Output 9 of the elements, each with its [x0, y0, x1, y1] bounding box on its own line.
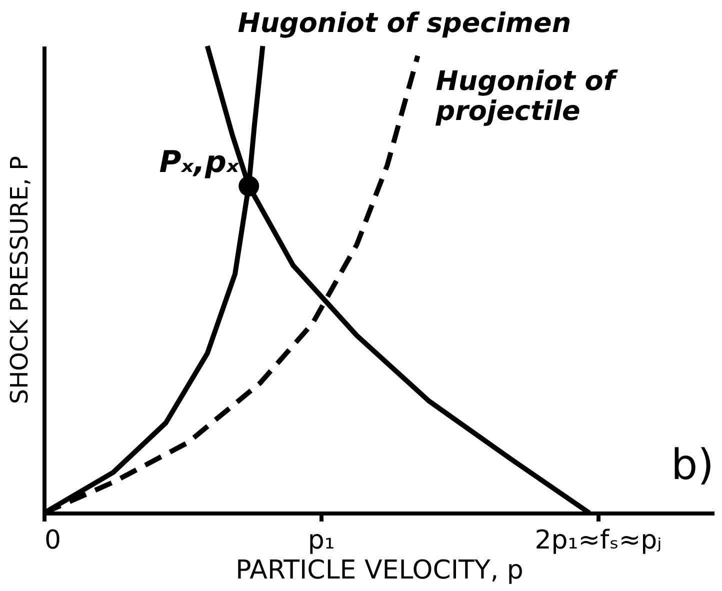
- x-tick-label: p₁: [308, 526, 335, 556]
- x-axis-title: PARTICLE VELOCITY, p: [236, 556, 524, 586]
- x-tick-label: 0: [44, 526, 62, 556]
- annotation: Pₓ,pₓ: [159, 145, 240, 180]
- annotation: Hugoniot of specimen: [238, 8, 572, 39]
- annotation: b): [670, 440, 714, 489]
- y-axis-title: SHOCK PRESSURE, P: [6, 156, 34, 404]
- annotation: Hugoniot of projectile: [434, 66, 618, 127]
- x-tick-label: 2p₁≈fₛ≈pⱼ: [534, 526, 662, 556]
